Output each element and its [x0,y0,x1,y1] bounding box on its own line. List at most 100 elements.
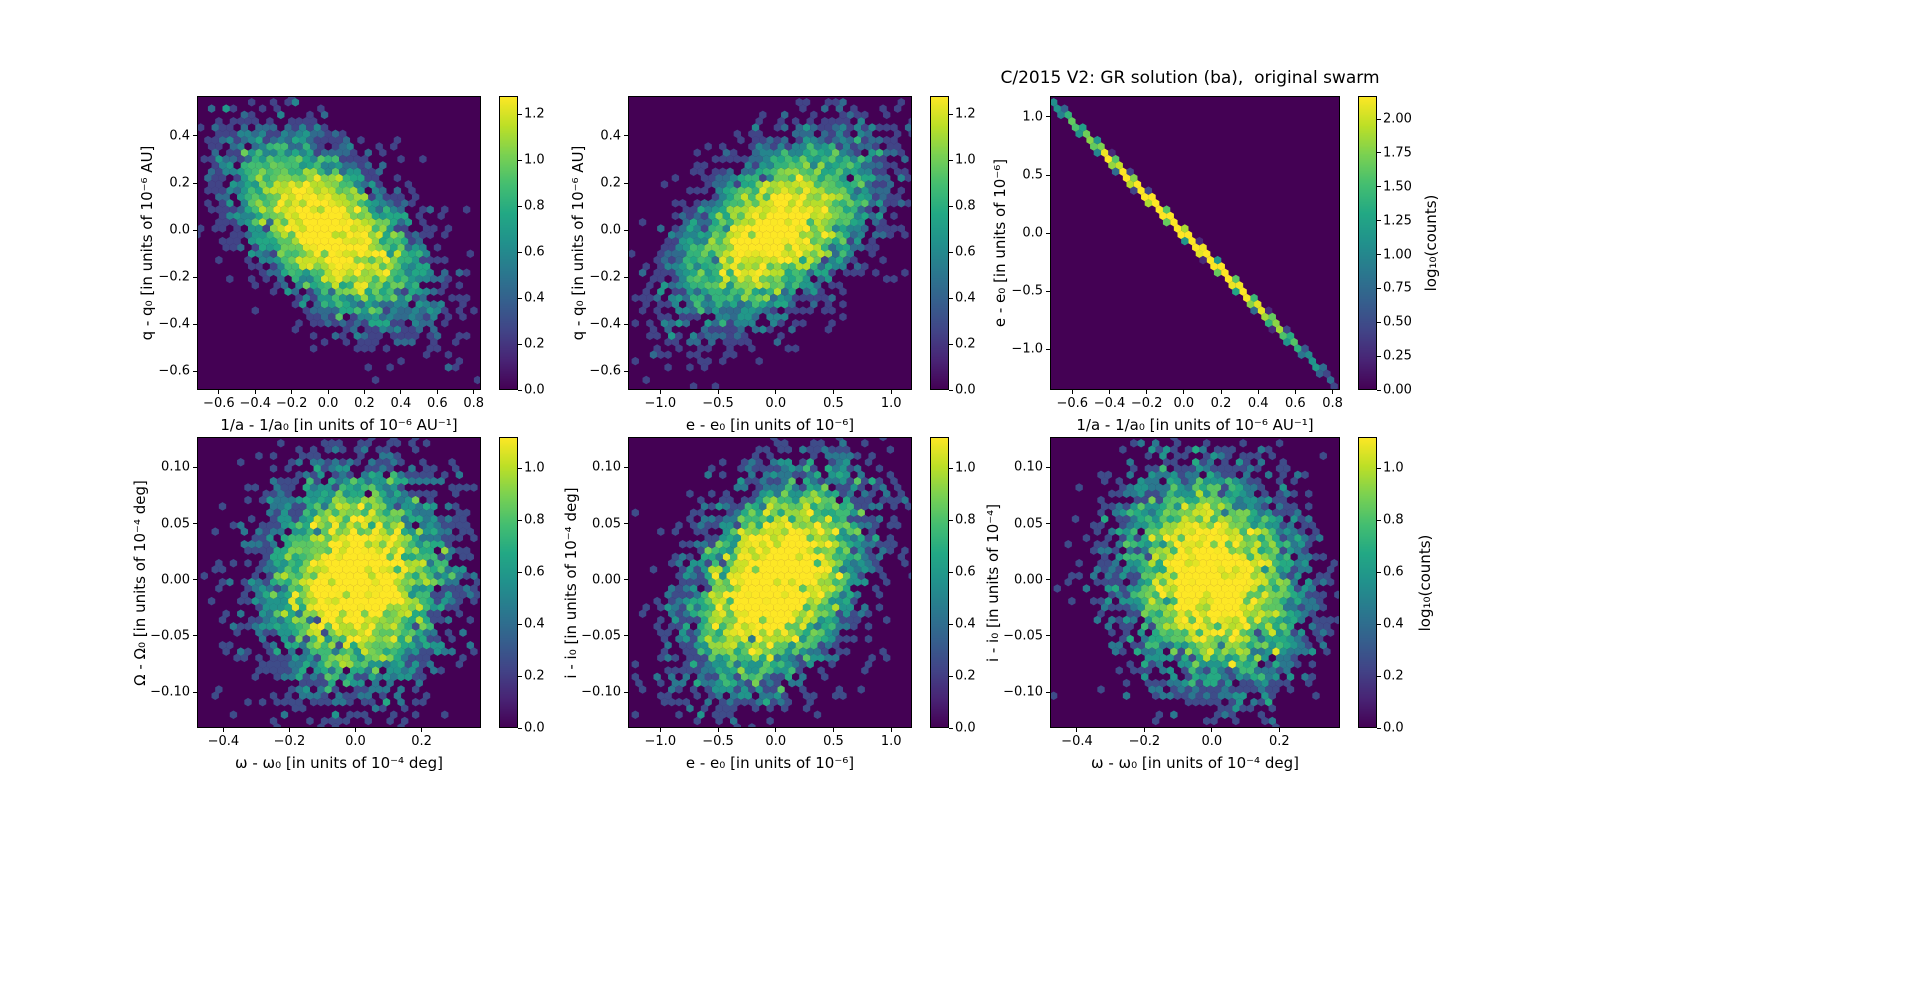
colorbar-tick-mark [1377,355,1381,357]
x-tick-mark [327,390,329,394]
y-tick-mark [1046,691,1050,693]
panel-di-vs-de: e - e₀ [in units of 10⁻⁶] i - i₀ [in uni… [562,437,912,772]
y-tick-mark [193,135,197,137]
y-tick-mark [1046,174,1050,176]
y-tick-label: −1.0 [1011,341,1043,357]
x-tick-mark [1143,728,1145,732]
colorbar-tick-label: 0.8 [955,198,976,214]
colorbar-tick-mark [1377,519,1381,521]
colorbar: 0.0 0.2 0.4 0.6 0.8 1.0 [930,437,976,735]
x-tick-mark [421,728,423,732]
colorbar-tick-label: 0.00 [1383,382,1412,398]
colorbar-tick-label: 0.75 [1383,280,1412,296]
colorbar-tick-label: 0.8 [524,198,545,214]
y-tick-label: −0.05 [581,628,621,644]
colorbar: 0.0 0.2 0.4 0.6 0.8 1.0 1.2 [499,96,545,397]
y-tick-label: 0.10 [592,459,621,475]
colorbar-gradient-canvas [930,437,949,728]
colorbar-tick-mark [1377,220,1381,222]
colorbar-tick-label: 1.75 [1383,145,1412,161]
x-tick-mark [473,390,475,394]
y-tick-mark [193,229,197,231]
x-tick-mark [436,390,438,394]
colorbar-tick-label: 2.00 [1383,111,1412,127]
y-tick-label: 0.0 [169,222,190,238]
colorbar-tick-mark [949,623,953,625]
colorbar-tick-mark [1377,321,1381,323]
y-axis-label: i - i₀ [in units of 10⁻⁴ deg] [562,486,580,679]
x-tick-label: 0.5 [823,396,844,411]
colorbar-tick-mark [949,675,953,677]
x-tick-label: −0.6 [203,396,235,411]
y-tick-label: 0.5 [1022,167,1043,183]
colorbar-tick-label: 1.2 [524,106,545,122]
colorbar-tick-label: 0.4 [955,290,976,306]
colorbar-tick-mark [518,343,522,345]
colorbar-tick-label: 0.0 [955,382,976,398]
hexbin-plot-canvas [197,437,481,728]
y-tick-mark [624,323,628,325]
colorbar: log₁₀(counts) 0.0 0.2 0.4 0.6 0.8 1.0 [1358,437,1434,735]
x-tick-label: −0.4 [239,396,272,411]
y-tick-label: 1.0 [1022,109,1043,125]
colorbar-tick-mark [1377,467,1381,469]
colorbar-tick-label: 0.2 [1383,668,1404,684]
colorbar-tick-mark [949,159,953,161]
y-tick-label: 0.0 [1022,225,1043,241]
y-tick-mark [193,182,197,184]
x-tick-label: 0.0 [1173,396,1195,411]
y-tick-mark [1046,232,1050,234]
colorbar-gradient-canvas [499,96,518,390]
colorbar-tick-mark [1377,389,1381,391]
y-tick-label: 0.05 [161,516,190,531]
x-tick-label: −0.2 [273,734,306,749]
y-tick-label: 0.4 [169,128,190,144]
colorbar-tick-label: 0.0 [1383,720,1404,736]
colorbar-tick-mark [949,113,953,115]
x-tick-mark [717,390,719,394]
x-tick-label: 0.0 [345,734,366,749]
hexbin-plot-canvas [1050,96,1340,390]
x-axis-label: 1/a - 1/a₀ [in units of 10⁻⁶ AU⁻¹] [220,416,458,434]
colorbar-tick-label: 1.0 [524,460,545,476]
colorbar-gradient-canvas [930,96,949,390]
colorbar-tick-label: 0.0 [524,720,545,736]
colorbar-tick-mark [1377,152,1381,154]
x-tick-label: −0.2 [275,396,308,411]
x-tick-mark [1332,390,1334,394]
x-tick-mark [659,728,661,732]
y-tick-label: −0.2 [158,269,190,285]
y-tick-mark [624,691,628,693]
colorbar-tick-mark [1377,727,1381,729]
colorbar-tick-label: 0.4 [524,290,545,306]
colorbar-tick-label: 1.0 [524,152,545,168]
colorbar-tick-label: 1.25 [1383,213,1412,229]
panel-dq-vs-dinva: 1/a - 1/a₀ [in units of 10⁻⁶ AU⁻¹] q - q… [138,96,484,434]
y-tick-label: −0.10 [150,684,190,700]
colorbar-tick-mark [518,623,522,625]
colorbar-tick-mark [518,675,522,677]
y-tick-label: −0.05 [150,628,190,644]
colorbar-tick-label: 0.4 [955,616,976,632]
x-tick-mark [1146,390,1148,394]
x-tick-mark [832,728,834,732]
colorbar-tick-mark [518,467,522,469]
x-tick-mark [1257,390,1259,394]
y-tick-mark [624,635,628,637]
x-tick-label: −0.4 [207,734,240,749]
colorbar-tick-label: 0.25 [1383,348,1412,364]
colorbar-tick-mark [949,519,953,521]
colorbar: 0.0 0.2 0.4 0.6 0.8 1.0 [499,437,545,735]
colorbar-tick-label: 0.8 [955,512,976,528]
x-tick-label: 0.0 [317,396,339,411]
colorbar-tick-mark [1377,675,1381,677]
colorbar-tick-mark [1377,571,1381,573]
colorbar-tick-mark [518,389,522,391]
y-tick-label: 0.2 [600,175,621,191]
panel-de-vs-dinva: 1/a - 1/a₀ [in units of 10⁻⁶ AU⁻¹] e - e… [991,96,1343,434]
y-tick-mark [193,691,197,693]
y-tick-mark [193,370,197,372]
y-tick-label: 0.0 [600,222,621,238]
x-tick-mark [222,728,224,732]
